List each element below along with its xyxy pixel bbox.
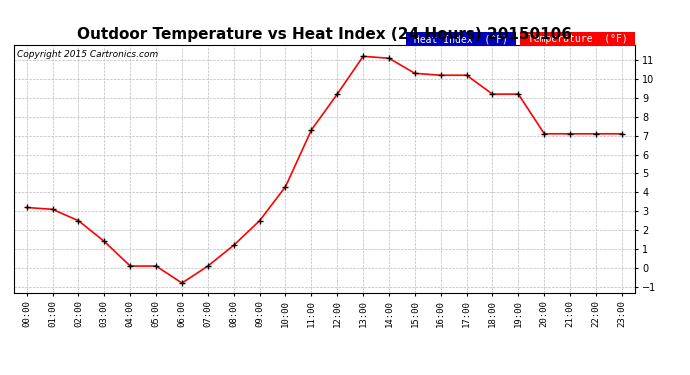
Text: Copyright 2015 Cartronics.com: Copyright 2015 Cartronics.com	[17, 50, 158, 59]
Title: Outdoor Temperature vs Heat Index (24 Hours) 20150106: Outdoor Temperature vs Heat Index (24 Ho…	[77, 27, 572, 42]
Text: Heat Index  (°F): Heat Index (°F)	[408, 34, 514, 44]
Text: Temperature  (°F): Temperature (°F)	[522, 34, 633, 44]
